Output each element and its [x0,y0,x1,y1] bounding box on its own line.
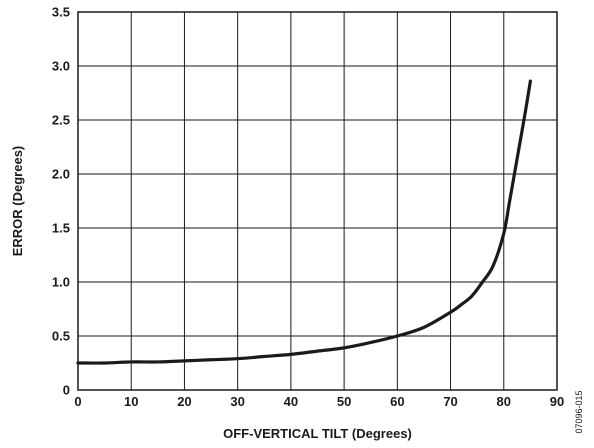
grid-lines [78,12,557,390]
y-tick-label: 3.0 [52,59,70,74]
plot-area-border [77,11,558,391]
y-tick-label: 1.5 [52,221,70,236]
x-tick-label: 30 [230,394,244,409]
x-tick-labels: 0 10 20 30 40 50 60 70 80 90 [74,394,564,409]
y-tick-label: 3.5 [52,5,70,20]
x-tick-label: 80 [497,394,511,409]
y-tick-label: 1.0 [52,275,70,290]
x-tick-label: 50 [337,394,351,409]
y-tick-label: 2.0 [52,167,70,182]
x-tick-label: 10 [124,394,138,409]
x-tick-label: 90 [550,394,564,409]
error-curve-line [76,79,532,365]
y-tick-label: 2.5 [52,113,70,128]
x-tick-label: 0 [74,394,81,409]
x-tick-label: 70 [443,394,457,409]
y-tick-label: 0.5 [52,329,70,344]
y-tick-labels: 0 0.5 1.0 1.5 2.0 2.5 3.0 3.5 [52,5,70,398]
x-axis-title: OFF-VERTICAL TILT (Degrees) [223,426,412,441]
figure-id-label: 07096-015 [574,390,584,433]
y-tick-label: 0 [63,383,70,398]
x-tick-label: 20 [177,394,191,409]
series-group [76,79,532,365]
x-tick-label: 60 [390,394,404,409]
y-axis-title: ERROR (Degrees) [10,146,25,257]
x-tick-label: 40 [284,394,298,409]
